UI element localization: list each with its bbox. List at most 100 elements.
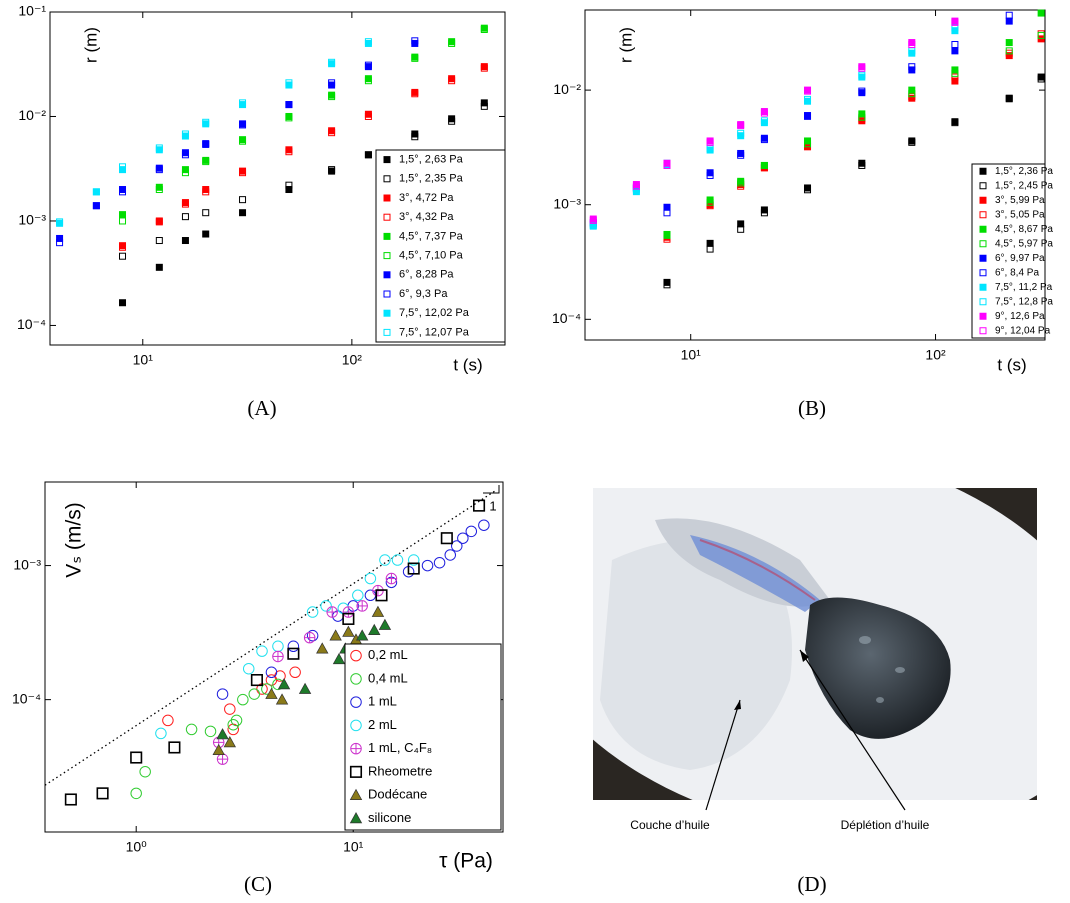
marker xyxy=(632,182,640,190)
marker xyxy=(326,606,338,618)
marker xyxy=(364,38,372,46)
legend-label: 0,4 mL xyxy=(368,670,408,685)
marker xyxy=(265,687,278,699)
panel-label: (B) xyxy=(798,396,826,420)
marker xyxy=(56,234,64,242)
legend-label: 3°, 4,32 Pa xyxy=(399,211,454,223)
marker xyxy=(119,243,127,251)
marker xyxy=(706,171,714,179)
legend-label: 1,5°, 2,35 Pa xyxy=(399,173,464,185)
marker xyxy=(760,117,768,125)
marker xyxy=(119,299,127,307)
x-axis-label: t (s) xyxy=(997,355,1026,374)
marker xyxy=(202,188,210,196)
marker xyxy=(737,151,745,159)
legend-label: 4,5°, 5,97 Pa xyxy=(995,238,1053,249)
marker xyxy=(706,138,714,146)
marker xyxy=(239,196,247,204)
marker xyxy=(242,662,255,675)
marker xyxy=(92,202,100,210)
photo-annotation: Couche d’huile xyxy=(630,818,710,832)
marker xyxy=(285,114,293,122)
marker xyxy=(448,39,456,47)
marker xyxy=(275,693,289,705)
marker xyxy=(130,751,143,764)
marker xyxy=(440,532,453,545)
legend-label: 6°, 9,97 Pa xyxy=(995,253,1045,264)
marker xyxy=(737,129,745,137)
legend-marker xyxy=(383,290,391,298)
marker xyxy=(303,631,316,644)
marker xyxy=(411,37,419,45)
marker xyxy=(185,723,198,736)
legend-label: 7,5°, 12,8 Pa xyxy=(995,296,1053,307)
marker xyxy=(407,562,420,575)
marker xyxy=(181,200,189,208)
marker xyxy=(951,69,959,77)
marker xyxy=(298,682,312,694)
legend-label: 7,5°, 12,02 Pa xyxy=(399,307,470,319)
legend-label: 9°, 12,04 Pa xyxy=(995,325,1051,336)
bubble xyxy=(876,697,884,703)
marker xyxy=(858,161,866,169)
marker xyxy=(1005,95,1013,103)
marker xyxy=(379,554,391,566)
legend-marker xyxy=(350,696,362,708)
marker xyxy=(216,688,229,700)
marker xyxy=(1005,11,1013,19)
marker xyxy=(951,18,959,26)
marker xyxy=(155,186,163,194)
marker xyxy=(478,519,490,531)
marker xyxy=(202,118,210,126)
marker xyxy=(804,95,812,103)
y-axis-label: Vₛ (m/s) xyxy=(63,502,86,578)
marker xyxy=(285,101,293,109)
marker xyxy=(378,618,392,630)
marker xyxy=(204,725,217,738)
marker xyxy=(272,640,284,653)
x-axis-label: t (s) xyxy=(453,355,482,374)
marker xyxy=(663,161,671,169)
marker xyxy=(663,209,671,217)
depletion-trail xyxy=(690,535,820,612)
legend-marker xyxy=(979,182,987,190)
marker xyxy=(448,117,456,125)
marker xyxy=(250,674,263,687)
legend-marker xyxy=(383,271,391,279)
marker xyxy=(181,151,189,159)
marker xyxy=(951,24,959,32)
marker xyxy=(239,137,247,145)
arrow xyxy=(705,699,741,811)
marker xyxy=(328,166,336,174)
marker xyxy=(364,589,377,602)
legend-marker xyxy=(979,298,987,306)
marker xyxy=(139,765,151,778)
legend-marker xyxy=(383,194,391,202)
legend-marker xyxy=(349,812,363,824)
legend-marker xyxy=(350,719,362,732)
marker xyxy=(96,787,109,800)
marker xyxy=(289,666,301,679)
legend-label: 3°, 4,72 Pa xyxy=(399,192,454,204)
x-tick-label: 10¹ xyxy=(133,352,154,368)
marker xyxy=(155,218,163,226)
legend-marker xyxy=(383,232,391,240)
legend-marker xyxy=(383,213,391,221)
marker xyxy=(407,554,420,566)
marker xyxy=(285,148,293,156)
marker xyxy=(212,743,225,755)
marker xyxy=(316,642,329,654)
marker xyxy=(411,54,419,62)
y-axis-label: r (m) xyxy=(81,27,100,63)
legend-marker xyxy=(383,309,391,317)
marker xyxy=(287,640,300,653)
marker xyxy=(858,87,866,95)
marker xyxy=(56,218,64,226)
plot-frame xyxy=(44,481,504,833)
legend-label: Rheometre xyxy=(368,763,432,778)
legend-label: 3°, 5,05 Pa xyxy=(995,209,1045,220)
marker xyxy=(706,198,714,206)
bubble xyxy=(895,667,905,673)
marker xyxy=(216,753,229,765)
marker xyxy=(202,230,210,238)
